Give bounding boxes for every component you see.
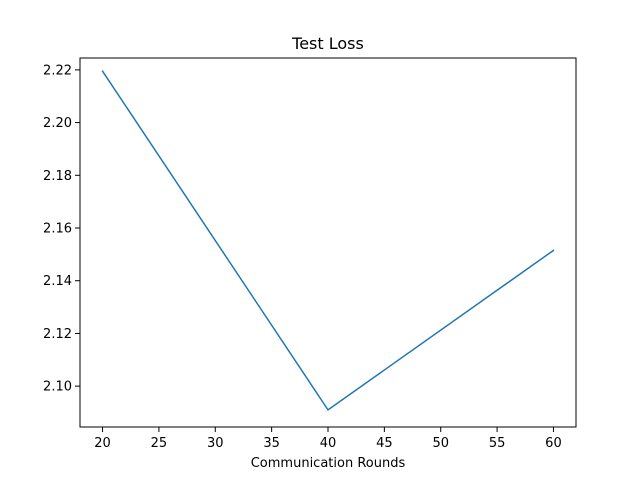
x-tick-label: 25 <box>151 436 168 451</box>
y-tick-label: 2.18 <box>43 169 72 184</box>
x-axis-ticks: 20 25 30 35 40 45 50 55 60 <box>94 427 562 451</box>
plot-area: 20 25 30 35 40 45 50 55 60 2.102.122.142.162.182… <box>43 57 577 451</box>
y-tick-label: 2.12 <box>43 327 72 342</box>
y-axis-ticks: 2.10 2.12 2.14 2.16 2.18 2.20 2.22 <box>43 63 80 395</box>
x-tick-label: 35 <box>263 436 280 451</box>
series-layer <box>101 70 555 411</box>
chart-title-text: Test Loss <box>291 34 364 53</box>
y-tick-label: 2.20 <box>43 116 72 131</box>
y-tick-label: 2.22 <box>43 63 72 78</box>
y-tick-label: 2.10 <box>43 380 72 395</box>
x-tick-label: 40 <box>320 436 337 451</box>
x-tick-label: 30 <box>207 436 224 451</box>
x-tick-label: 20 <box>94 436 111 451</box>
y-tick-label: 2.16 <box>43 222 72 237</box>
y-tick-label: 2.14 <box>43 274 72 289</box>
x-axis-label: Communication Rounds <box>251 456 406 471</box>
series-line <box>101 70 555 411</box>
x-axis-label-group: Communication Rounds <box>251 456 406 471</box>
plot-frame <box>79 57 577 428</box>
chart-title: Test Loss <box>291 34 364 53</box>
x-tick-label: 55 <box>489 436 506 451</box>
x-tick-label: 50 <box>432 436 449 451</box>
x-tick-label: 60 <box>545 436 562 451</box>
x-tick-label: 45 <box>376 436 393 451</box>
